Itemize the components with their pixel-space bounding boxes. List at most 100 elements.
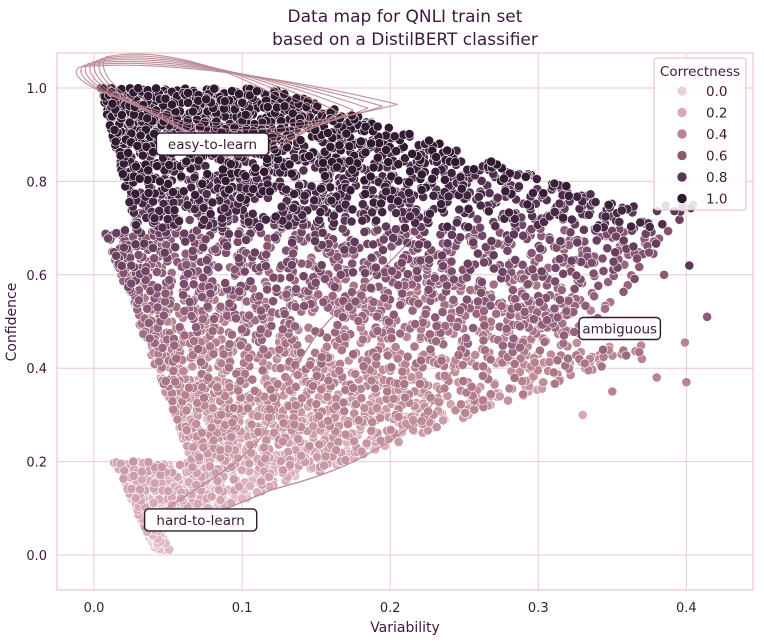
data-point <box>288 248 298 259</box>
data-point <box>503 395 513 406</box>
data-point <box>316 183 326 194</box>
data-point <box>274 344 285 355</box>
data-point <box>225 159 236 169</box>
data-point <box>628 241 639 252</box>
data-point <box>684 260 695 271</box>
data-point <box>342 419 353 429</box>
data-point <box>454 305 465 316</box>
data-point <box>399 379 410 389</box>
data-point <box>160 288 171 299</box>
data-point <box>460 408 471 418</box>
data-point <box>550 378 560 389</box>
data-point <box>508 333 519 344</box>
data-point <box>572 237 583 248</box>
data-point <box>337 312 348 322</box>
data-point <box>438 261 448 271</box>
data-point <box>556 285 567 295</box>
data-point <box>208 435 219 446</box>
data-point <box>584 209 594 220</box>
data-point <box>634 347 645 357</box>
data-point <box>275 455 286 466</box>
data-point <box>142 303 153 314</box>
data-point <box>264 186 275 197</box>
data-point <box>332 319 343 330</box>
data-point <box>358 361 369 372</box>
data-point <box>186 311 197 321</box>
data-point <box>549 206 560 217</box>
data-point <box>178 366 189 377</box>
data-point <box>304 359 315 370</box>
data-point <box>192 498 203 509</box>
data-point <box>393 411 404 422</box>
data-point <box>120 225 130 236</box>
data-point <box>187 245 198 256</box>
data-point <box>308 421 319 432</box>
data-point <box>286 168 297 179</box>
data-point <box>255 305 266 316</box>
data-point <box>171 353 182 364</box>
data-point <box>222 241 232 251</box>
data-point <box>310 326 321 337</box>
data-point <box>484 188 495 198</box>
data-point <box>333 436 344 447</box>
data-point <box>169 340 180 351</box>
data-point <box>244 458 254 469</box>
data-point <box>579 224 589 235</box>
data-point <box>261 249 272 260</box>
data-point <box>559 330 569 341</box>
data-point <box>478 395 488 406</box>
data-point <box>157 342 168 353</box>
data-point <box>168 187 178 197</box>
data-point <box>348 349 359 360</box>
data-point <box>479 320 490 331</box>
data-point <box>614 216 625 227</box>
data-point <box>152 161 162 171</box>
data-point <box>220 278 231 288</box>
data-point <box>644 221 655 232</box>
data-point <box>454 204 465 215</box>
data-point <box>451 321 462 332</box>
data-point <box>287 237 297 248</box>
data-point <box>424 329 435 340</box>
data-point <box>283 446 293 457</box>
data-point <box>585 189 596 200</box>
data-point <box>555 294 565 305</box>
data-point <box>497 340 508 351</box>
data-point <box>299 190 310 201</box>
data-point <box>538 188 549 199</box>
data-point <box>395 300 406 310</box>
data-point <box>143 457 154 468</box>
data-point <box>206 422 217 433</box>
data-point <box>657 219 668 230</box>
data-point <box>215 445 226 455</box>
data-point <box>424 208 435 219</box>
data-point <box>387 266 397 276</box>
data-point <box>501 323 512 334</box>
data-point <box>370 262 381 273</box>
data-point <box>269 232 280 243</box>
data-point <box>144 333 155 344</box>
data-point <box>518 389 528 400</box>
data-point <box>149 213 160 224</box>
data-point <box>488 250 499 261</box>
data-point <box>446 229 457 240</box>
data-point <box>555 236 566 247</box>
data-point <box>589 291 599 302</box>
data-point <box>243 216 254 227</box>
data-point <box>219 203 230 214</box>
data-point <box>477 230 488 241</box>
data-point <box>486 236 497 246</box>
data-point <box>260 453 271 464</box>
data-point <box>290 321 300 332</box>
data-point <box>359 226 370 237</box>
data-point <box>315 207 326 217</box>
data-point <box>563 190 574 201</box>
data-point <box>403 187 414 198</box>
data-point <box>635 217 646 228</box>
data-point <box>323 415 333 426</box>
data-point <box>310 236 320 246</box>
data-point <box>544 234 555 245</box>
data-point <box>393 280 403 290</box>
data-point <box>233 228 244 239</box>
